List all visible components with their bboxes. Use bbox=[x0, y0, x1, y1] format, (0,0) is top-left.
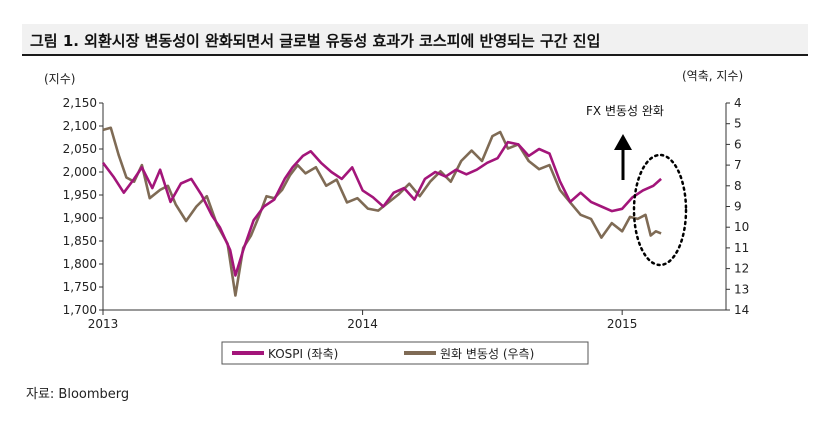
x-tick-label: 2015 bbox=[607, 317, 638, 331]
title-bar: 그림 1. 외환시장 변동성이 완화되면서 글로벌 유동성 효과가 코스피에 반… bbox=[22, 24, 808, 56]
series-lines bbox=[101, 126, 662, 297]
x-tick-label: 2014 bbox=[347, 317, 378, 331]
left-tick-label: 1,800 bbox=[63, 257, 97, 271]
left-tick-label: 2,150 bbox=[63, 96, 97, 110]
right-axis-unit: (역축, 지수) bbox=[682, 69, 743, 83]
source-note: 자료: Bloomberg bbox=[26, 387, 130, 402]
right-tick-label: 10 bbox=[734, 220, 749, 234]
left-tick-label: 2,000 bbox=[63, 165, 97, 179]
right-tick-label: 7 bbox=[734, 158, 742, 172]
legend-label-fx: 원화 변동성 (우측) bbox=[440, 347, 534, 361]
kospi-series-line bbox=[101, 140, 662, 277]
fx-volatility-series-line bbox=[102, 126, 662, 297]
left-tick-label: 2,050 bbox=[63, 142, 97, 156]
legend-label-kospi: KOSPI (좌축) bbox=[268, 347, 338, 361]
annotation-text: FX 변동성 완화 bbox=[586, 104, 664, 118]
right-tick-label: 14 bbox=[734, 303, 749, 317]
right-tick-label: 13 bbox=[734, 282, 749, 296]
legend: KOSPI (좌축) 원화 변동성 (우측) bbox=[221, 341, 589, 365]
left-axis-unit: (지수) bbox=[44, 72, 75, 86]
left-tick-label: 1,700 bbox=[63, 303, 97, 317]
up-arrow-icon bbox=[614, 134, 632, 180]
left-tick-label: 1,750 bbox=[63, 280, 97, 294]
left-tick-label: 1,850 bbox=[63, 234, 97, 248]
left-tick-label: 1,900 bbox=[63, 211, 97, 225]
right-tick-label: 5 bbox=[734, 117, 742, 131]
right-tick-label: 9 bbox=[734, 200, 742, 214]
axis-ticks: 2,150 2,100 2,050 2,000 1,950 1,900 1,850 1,800… bbox=[63, 96, 750, 331]
left-tick-label: 1,950 bbox=[63, 188, 97, 202]
right-tick-label: 6 bbox=[734, 137, 742, 151]
x-tick-label: 2013 bbox=[88, 317, 119, 331]
right-tick-label: 4 bbox=[734, 96, 742, 110]
figure-title: 그림 1. 외환시장 변동성이 완화되면서 글로벌 유동성 효과가 코스피에 반… bbox=[30, 32, 601, 50]
right-tick-label: 11 bbox=[734, 241, 749, 255]
left-tick-label: 2,100 bbox=[63, 119, 97, 133]
right-tick-label: 8 bbox=[734, 179, 742, 193]
highlight-ellipse bbox=[632, 153, 688, 267]
right-tick-label: 12 bbox=[734, 262, 749, 276]
